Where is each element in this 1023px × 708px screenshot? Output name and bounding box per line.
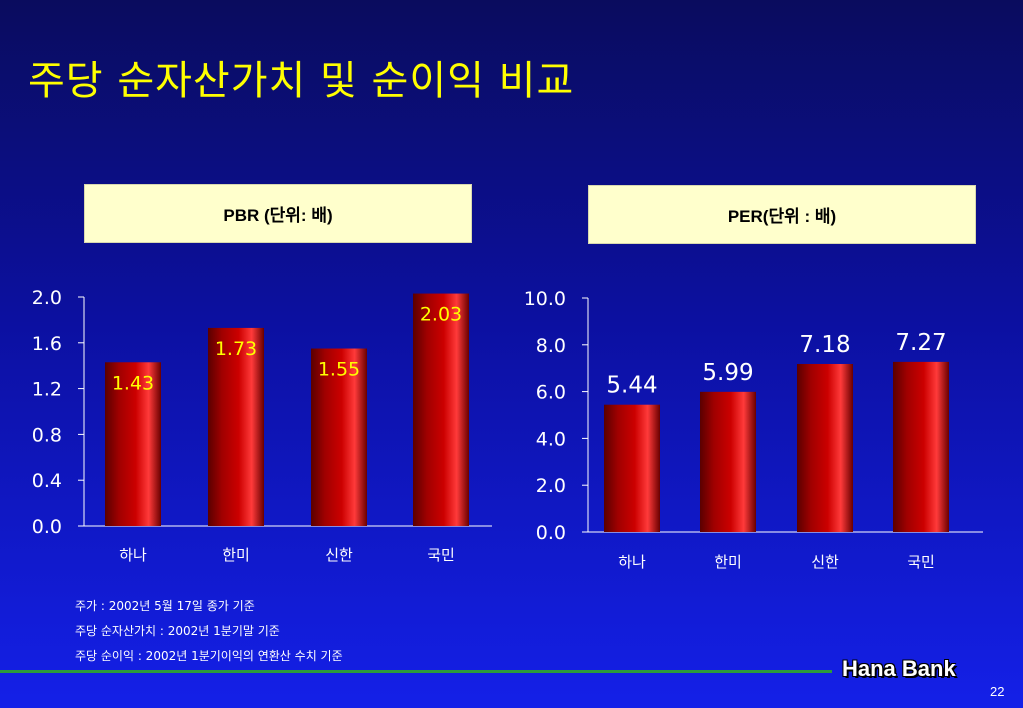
page-title: 주당 순자산가치 및 순이익 비교 — [28, 58, 575, 104]
footnote-net-income: 주당 순이익 : 2002년 1분기이익의 연환산 수치 기준 — [75, 649, 343, 663]
pbr-bar-2 — [208, 327, 264, 526]
per-y-tick-label: 4.0 — [536, 428, 566, 450]
pbr-bar-1 — [105, 362, 161, 526]
pbr-category-label-4: 국민 — [427, 546, 455, 564]
footnote-stock-price: 주가 : 2002년 5월 17일 종가 기준 — [75, 599, 255, 613]
per-category-label-4: 국민 — [907, 553, 935, 571]
pbr-category-label-1: 하나 — [119, 546, 147, 564]
per-data-label-2: 5.99 — [702, 360, 753, 386]
per-bar-3 — [797, 363, 853, 532]
pbr-y-tick-label: 0.8 — [32, 424, 62, 446]
pbr-data-label-3: 1.55 — [318, 359, 360, 381]
per-y-tick-label: 8.0 — [536, 335, 566, 357]
pbr-y-tick-label: 1.2 — [32, 379, 62, 401]
pbr-y-tick-label: 2.0 — [32, 287, 62, 309]
pbr-y-tick-label: 0.4 — [32, 470, 62, 492]
footnotes: 주가 : 2002년 5월 17일 종가 기준 주당 순자산가치 : 2002년… — [75, 598, 343, 673]
per-category-label-1: 하나 — [618, 553, 646, 571]
brand-logo-text: Hana Bank — [842, 656, 956, 681]
per-bar-1 — [604, 404, 660, 532]
footer-divider — [0, 670, 832, 673]
per-bar-4 — [893, 361, 949, 532]
pbr-category-label-2: 한미 — [222, 546, 250, 564]
pbr-y-tick-label: 1.6 — [32, 333, 62, 355]
per-y-tick-label: 0.0 — [536, 522, 566, 544]
per-data-label-1: 5.44 — [606, 373, 657, 399]
per-chart-title: PER(단위 : 배) — [588, 185, 976, 244]
pbr-data-label-2: 1.73 — [215, 338, 257, 360]
pbr-data-label-4: 2.03 — [420, 304, 462, 326]
per-data-label-3: 7.18 — [799, 332, 850, 358]
pbr-y-tick-label: 0.0 — [32, 516, 62, 538]
pbr-data-label-1: 1.43 — [112, 372, 154, 394]
pbr-category-label-3: 신한 — [325, 546, 353, 564]
footnote-book-value: 주당 순자산가치 : 2002년 1분기말 기준 — [75, 624, 280, 638]
per-data-label-4: 7.27 — [895, 330, 946, 356]
pbr-chart-title: PBR (단위: 배) — [84, 184, 472, 243]
per-bar-2 — [700, 391, 756, 532]
per-y-tick-label: 10.0 — [524, 288, 566, 310]
page-number: 22 — [990, 684, 1005, 699]
per-category-label-3: 신한 — [811, 553, 839, 571]
pbr-bar-3 — [311, 348, 367, 526]
per-y-tick-label: 6.0 — [536, 382, 566, 404]
per-category-label-2: 한미 — [714, 553, 742, 571]
pbr-bar-4 — [413, 293, 469, 526]
per-y-tick-label: 2.0 — [536, 475, 566, 497]
